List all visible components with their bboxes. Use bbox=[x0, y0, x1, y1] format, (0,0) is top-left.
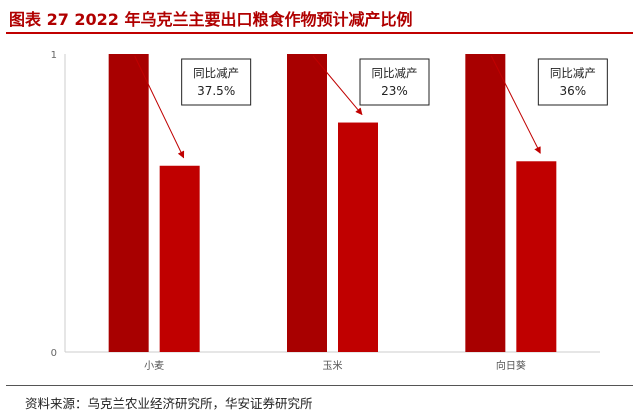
bar-baseline-0 bbox=[108, 54, 149, 352]
callout-arrow-2 bbox=[490, 55, 541, 154]
callout-box-2 bbox=[537, 58, 608, 106]
bar-forecast-0 bbox=[159, 165, 200, 352]
callout-value-1: 23% bbox=[381, 84, 408, 98]
callout-box-0 bbox=[181, 58, 252, 106]
bar-chart: 0 1 小麦 玉米 向日葵 同比减产 37.5% 同比减产 23% 同比减产 36% bbox=[51, 50, 608, 372]
x-tick-label-0: 小麦 bbox=[144, 360, 164, 372]
callout-value-0: 37.5% bbox=[197, 84, 235, 98]
source-note: 资料来源：乌克兰农业经济研究所，华安证券研究所 bbox=[25, 396, 313, 411]
bar-forecast-2 bbox=[516, 161, 557, 352]
bar-forecast-1 bbox=[338, 122, 378, 352]
callout-value-2: 36% bbox=[559, 84, 586, 98]
y-tick-label-0: 0 bbox=[51, 348, 57, 359]
title-divider bbox=[6, 32, 633, 34]
chart-area: 0 1 小麦 玉米 向日葵 同比减产 37.5% 同比减产 23% 同比减产 36% bbox=[0, 34, 639, 384]
callout-arrow-0 bbox=[134, 55, 185, 159]
x-tick-label-1: 玉米 bbox=[323, 359, 343, 372]
callout-arrow-1 bbox=[312, 55, 363, 116]
callout-label-0: 同比减产 bbox=[193, 66, 239, 80]
callout-label-1: 同比减产 bbox=[372, 66, 418, 80]
x-tick-label-2: 向日葵 bbox=[496, 359, 526, 372]
chart-title: 图表 27 2022 年乌克兰主要出口粮食作物预计减产比例 bbox=[9, 10, 413, 29]
bar-baseline-1 bbox=[287, 54, 327, 352]
y-tick-label-1: 1 bbox=[51, 50, 57, 61]
callout-label-2: 同比减产 bbox=[550, 66, 596, 80]
bar-baseline-2 bbox=[465, 54, 506, 352]
callout-box-1 bbox=[359, 58, 430, 106]
source-divider bbox=[6, 385, 633, 386]
